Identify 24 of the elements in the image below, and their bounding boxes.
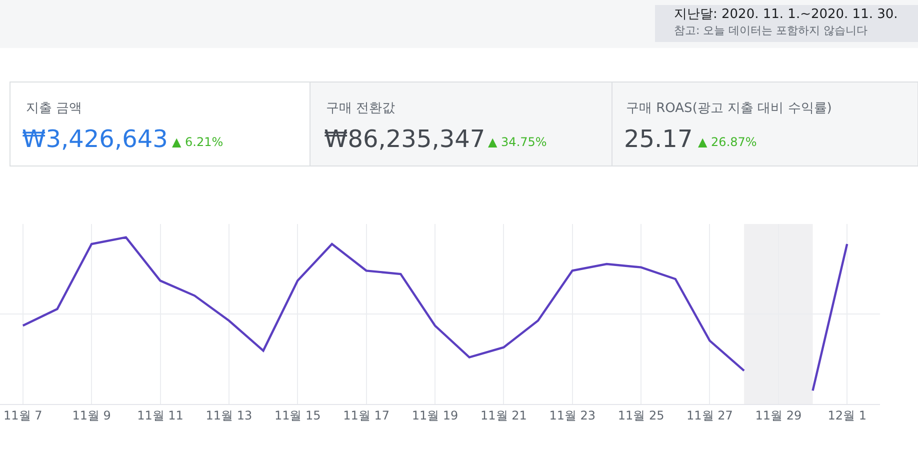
text: 지난달: 2020. 11. 1.~2020. 11. 30. xyxy=(674,7,898,22)
x-tick-label: 11월 19 xyxy=(412,408,458,422)
text: 구매 ROAS(광고 지출 대비 수익률) xyxy=(626,101,832,116)
text: ₩86,235,347 xyxy=(324,125,486,153)
text: 참고: 오늘 데이터는 포함하지 않습니다 xyxy=(674,24,868,37)
x-tick-label: 11월 29 xyxy=(755,408,802,422)
text: ▲ 6.21% xyxy=(172,135,224,149)
x-tick-label: 11월 15 xyxy=(274,408,321,422)
text: 25.17 xyxy=(624,125,693,153)
x-tick-label: 11월 27 xyxy=(686,408,733,422)
text: ▲ 34.75% xyxy=(488,135,547,149)
x-tick-label: 11월 13 xyxy=(206,408,252,422)
x-tick-label: 11월 7 xyxy=(4,408,42,422)
x-tick-label: 11월 9 xyxy=(72,408,111,422)
x-tick-label: 12월 1 xyxy=(828,408,866,422)
text: 지출 금액 xyxy=(26,101,82,116)
x-tick-label: 11월 25 xyxy=(618,408,664,422)
x-tick-label: 11월 21 xyxy=(480,408,527,422)
x-tick-label: 11월 17 xyxy=(343,408,390,422)
x-tick-label: 11월 23 xyxy=(549,408,596,422)
text: 구매 전환값 xyxy=(326,101,396,116)
text: ₩3,426,643 xyxy=(22,125,168,153)
x-tick-label: 11월 11 xyxy=(137,408,184,422)
text: ▲ 26.87% xyxy=(698,135,757,149)
